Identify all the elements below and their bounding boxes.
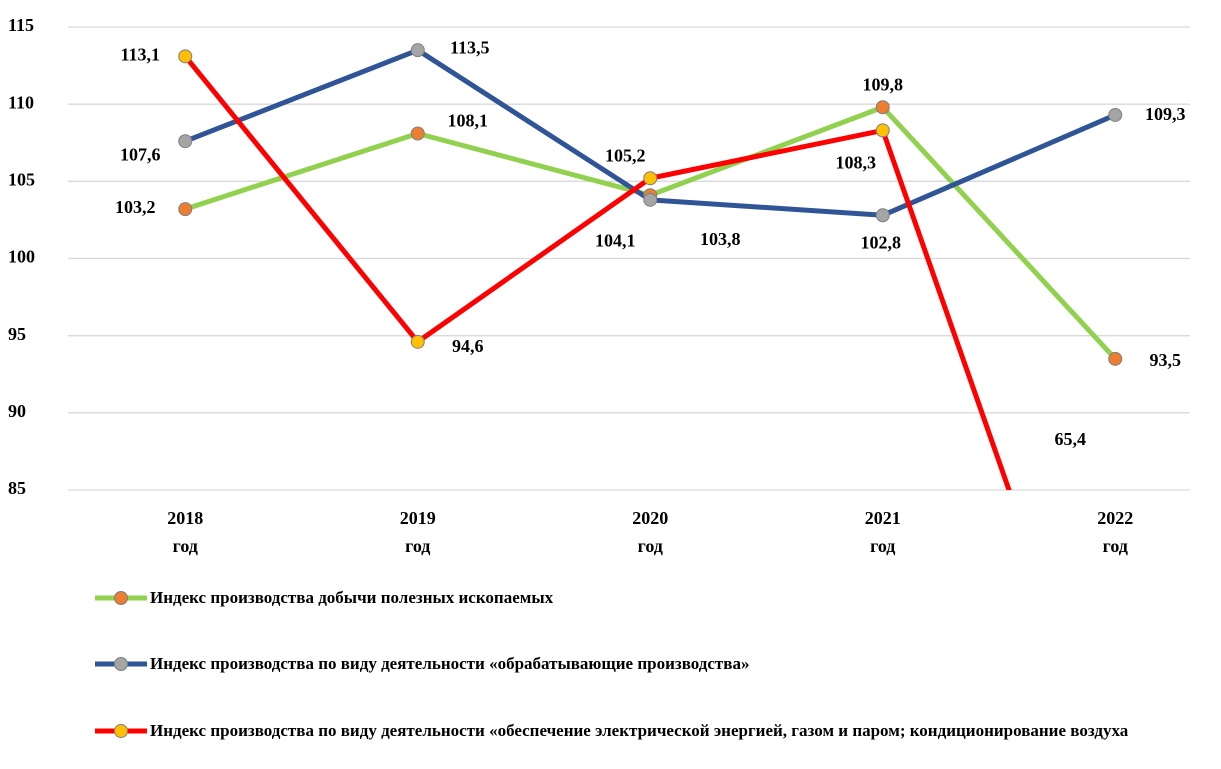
data-label: 113,1 (120, 44, 160, 64)
marker (875, 123, 890, 138)
marker (1108, 351, 1123, 366)
marker (643, 192, 658, 207)
y-tick-label: 115 (8, 15, 34, 35)
x-tick-label: 2020 год (632, 508, 668, 556)
chart: 85 90 95 100 105 110 115 2018 год 2019 год 2020 год 2… (8, 15, 1190, 556)
x-tick-label: 2021 год (865, 508, 901, 556)
marker (178, 134, 193, 149)
y-tick-label: 95 (8, 324, 26, 344)
marker (643, 171, 658, 186)
data-label: 105,2 (605, 145, 646, 165)
data-label: 113,5 (450, 37, 490, 57)
data-label: 103,8 (700, 229, 741, 249)
y-tick-label: 85 (8, 478, 26, 498)
data-label: 94,6 (452, 336, 484, 356)
data-label: 107,6 (120, 144, 161, 164)
marker (1108, 107, 1123, 122)
marker (410, 126, 425, 141)
data-label: 104,1 (595, 230, 636, 250)
marker (875, 100, 890, 115)
legend-item: Индекс производства по виду деятельности… (95, 721, 1221, 743)
x-tick-label: 2018 год (167, 508, 203, 556)
marker (178, 49, 193, 64)
series-line (184, 104, 1118, 361)
legend-label: Индекс производства добычи полезных иско… (150, 588, 554, 607)
marker (178, 202, 193, 217)
marker (410, 334, 425, 349)
data-label: 102,8 (861, 232, 902, 252)
data-label: 103,2 (115, 197, 156, 217)
marker (410, 43, 425, 58)
legend-symbol (95, 657, 147, 671)
data-label: 108,1 (448, 111, 489, 131)
data-label: 65,4 (1055, 429, 1087, 449)
x-tick-label: 2022 год (1097, 508, 1133, 556)
marker (875, 208, 890, 223)
legend-label: Индекс производства по виду деятельности… (150, 654, 750, 673)
legend-symbol (95, 724, 147, 738)
legend-item: Индекс производства по виду деятельности… (95, 654, 1221, 676)
y-tick-label: 100 (8, 247, 35, 267)
x-tick-label: 2019 год (400, 508, 436, 556)
data-label: 109,8 (863, 74, 904, 94)
y-tick-label: 105 (8, 169, 35, 189)
legend-item: Индекс производства добычи полезных иско… (95, 588, 1221, 610)
legend-label: Индекс производства по виду деятельности… (150, 721, 1129, 740)
data-label: 108,3 (836, 153, 877, 173)
data-label: 109,3 (1145, 104, 1186, 124)
y-tick-label: 90 (8, 401, 26, 421)
legend-symbol (95, 591, 147, 605)
data-label: 93,5 (1150, 350, 1182, 370)
series-line (183, 54, 1012, 490)
y-tick-label: 110 (8, 92, 34, 112)
